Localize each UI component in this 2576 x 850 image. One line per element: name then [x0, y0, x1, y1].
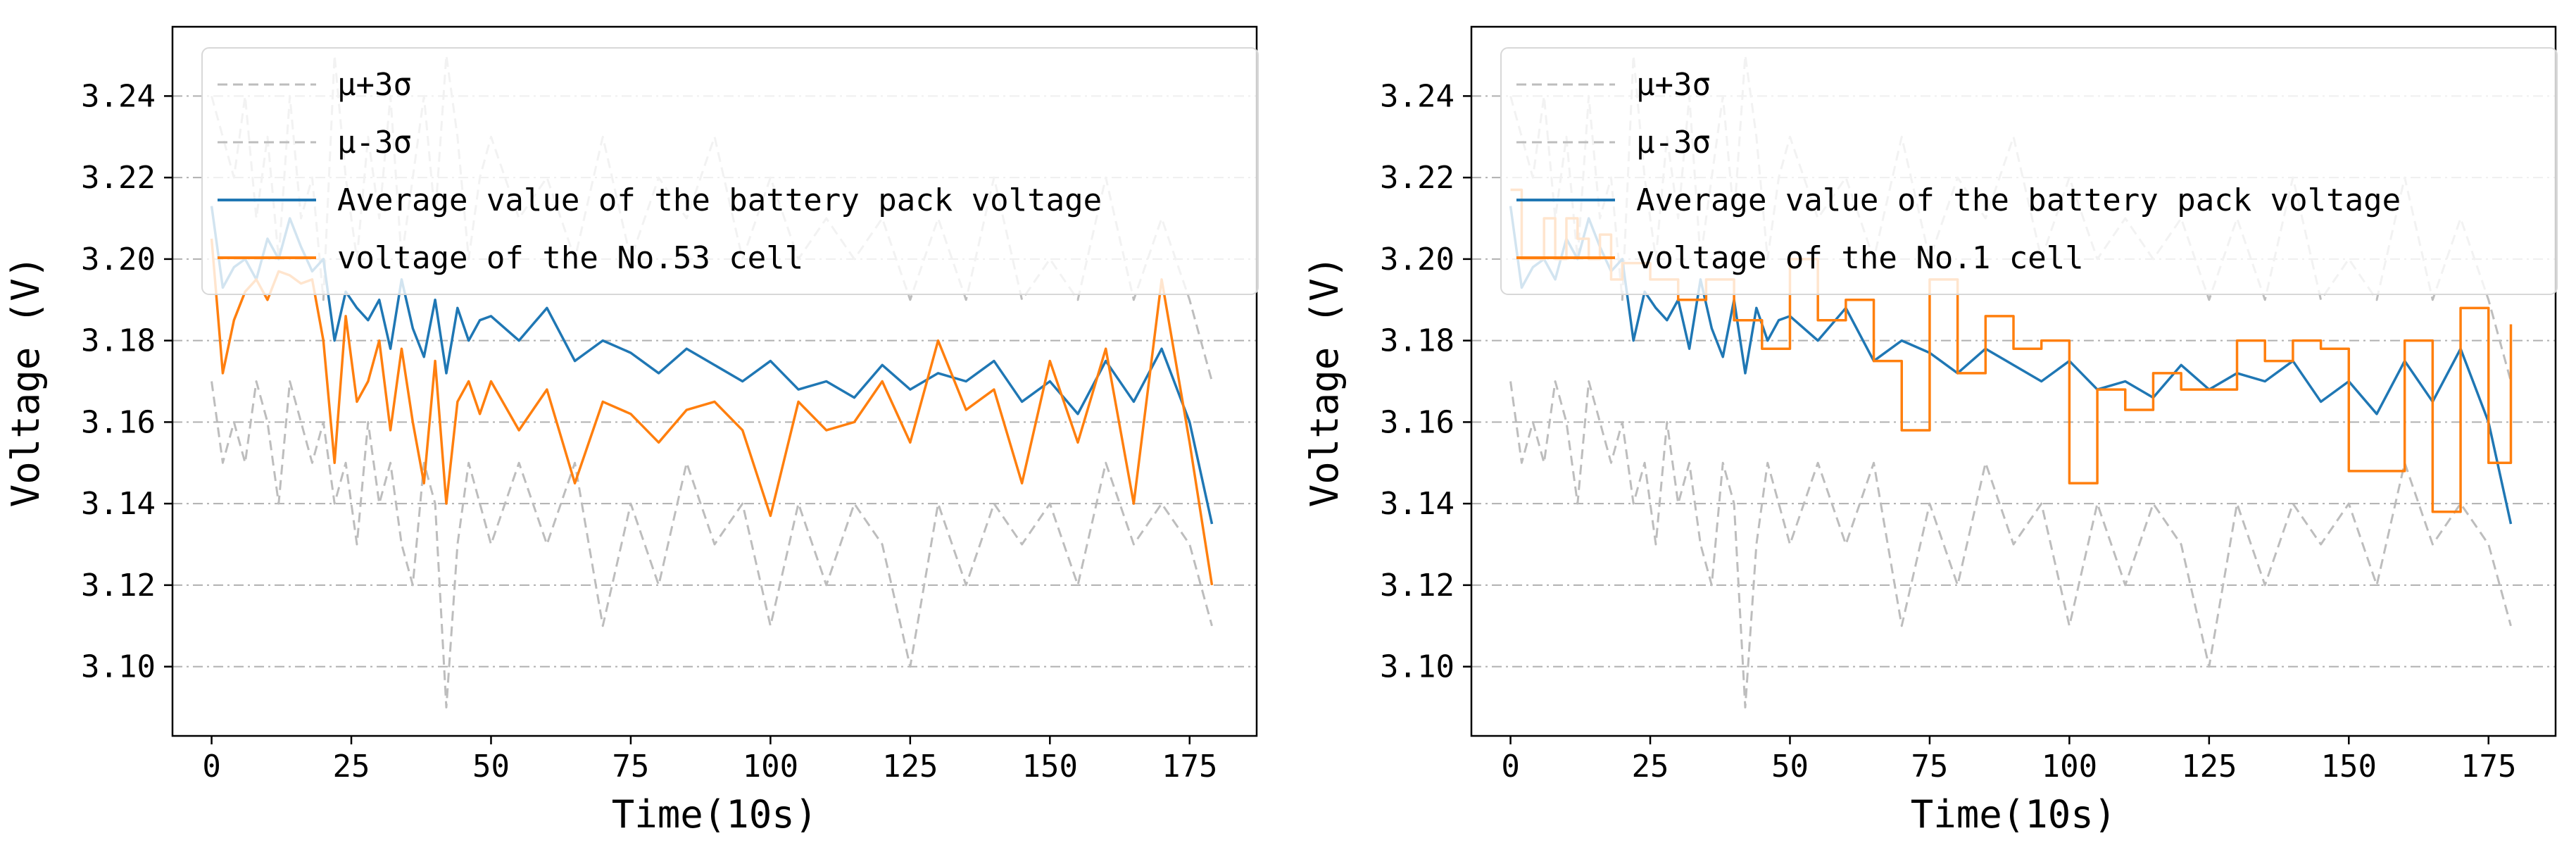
x-tick-label: 25	[333, 749, 370, 785]
legend-label-0: μ+3σ	[1636, 67, 1711, 103]
y-tick-label: 3.14	[1380, 486, 1455, 522]
x-axis-label: Time(10s)	[612, 792, 818, 837]
y-tick-label: 3.16	[81, 404, 156, 440]
chart-panel-right: 3.10 3.12 3.14 3.16 3.18 3.20 3.22 3.24 0 25 50 75 1…	[1302, 25, 2558, 837]
series-line-1	[1509, 380, 2512, 708]
y-axis-label: Voltage (V)	[1302, 256, 1347, 508]
x-tick-label: 75	[1911, 749, 1948, 785]
y-axis-label: Voltage (V)	[4, 256, 48, 508]
y-tick-label: 3.12	[81, 568, 156, 604]
y-tick-label: 3.18	[1380, 323, 1455, 359]
x-tick-label: 0	[1501, 749, 1520, 785]
y-tick-label: 3.18	[81, 323, 156, 359]
legend-label-2: Average value of the battery pack voltag…	[337, 182, 1102, 218]
x-tick-label: 50	[1771, 749, 1809, 785]
y-tick-label: 3.10	[81, 649, 156, 685]
legend-label-1: μ-3σ	[337, 125, 412, 161]
legend-label-3: voltage of the No.1 cell	[1636, 240, 2084, 276]
legend-label-0: μ+3σ	[337, 67, 412, 103]
y-tick-label: 3.20	[81, 242, 156, 277]
legend-label-2: Average value of the battery pack voltag…	[1636, 182, 2401, 218]
legend-box	[1500, 47, 2558, 295]
y-tick-label: 3.22	[1380, 160, 1455, 196]
x-tick-label: 175	[1162, 749, 1217, 785]
x-tick-label: 0	[202, 749, 221, 785]
x-tick-label: 100	[2042, 749, 2097, 785]
y-tick-label: 3.12	[1380, 568, 1455, 604]
y-tick-label: 3.16	[1380, 404, 1455, 440]
x-tick-label: 100	[743, 749, 798, 785]
x-tick-label: 150	[1022, 749, 1078, 785]
x-tick-label: 50	[472, 749, 510, 785]
chart-panel-left: 3.10 3.12 3.14 3.16 3.18 3.20 3.22 3.24 0 25 50 75 1…	[4, 25, 1259, 837]
x-tick-label: 175	[2461, 749, 2516, 785]
x-tick-label: 75	[612, 749, 649, 785]
legend-box	[201, 47, 1259, 295]
x-tick-label: 125	[2181, 749, 2237, 785]
legend-label-3: voltage of the No.53 cell	[337, 240, 803, 276]
y-tick-label: 3.22	[81, 160, 156, 196]
x-tick-label: 25	[1632, 749, 1669, 785]
x-axis-label: Time(10s)	[1911, 792, 2117, 837]
series-line-1	[211, 380, 1213, 708]
legend-label-1: μ-3σ	[1636, 125, 1711, 161]
x-tick-label: 125	[882, 749, 938, 785]
plot-frame	[171, 25, 1258, 737]
y-tick-label: 3.20	[1380, 242, 1455, 277]
y-tick-label: 3.10	[1380, 649, 1455, 685]
y-tick-label: 3.24	[81, 78, 156, 114]
y-tick-label: 3.14	[81, 486, 156, 522]
x-tick-label: 150	[2321, 749, 2377, 785]
y-tick-label: 3.24	[1380, 78, 1455, 114]
plot-frame	[1470, 25, 2557, 737]
